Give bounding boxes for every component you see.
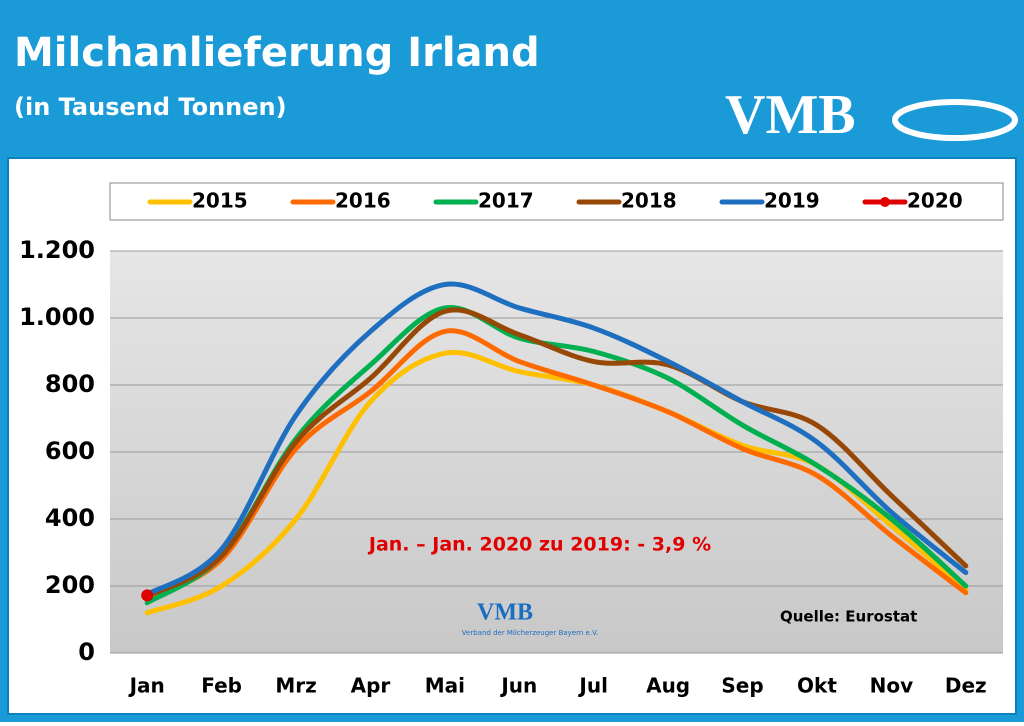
legend-label: 2017 <box>478 189 534 213</box>
watermark-logo: VMB <box>477 600 533 626</box>
legend-label: 2016 <box>335 189 391 213</box>
x-tick-label: Jan <box>128 674 165 698</box>
x-tick-label: Jul <box>577 674 608 698</box>
y-tick-label: 1.200 <box>19 236 95 264</box>
chart-title: Milchanlieferung Irland <box>14 30 540 76</box>
y-tick-label: 0 <box>78 638 95 666</box>
series-line <box>144 281 969 597</box>
x-tick-label: Mrz <box>275 674 316 698</box>
x-tick-label: Sep <box>721 674 763 698</box>
y-tick-label: 400 <box>45 504 95 532</box>
legend-label: 2020 <box>907 189 963 213</box>
series-marker <box>141 589 154 602</box>
y-tick-label: 800 <box>45 370 95 398</box>
series-line <box>144 307 969 599</box>
x-tick-label: Mai <box>425 674 465 698</box>
x-tick-label: Aug <box>646 674 690 698</box>
y-tick-label: 600 <box>45 437 95 465</box>
x-tick-label: Nov <box>870 674 914 698</box>
legend-label: 2018 <box>621 189 677 213</box>
x-tick-label: Apr <box>351 674 391 698</box>
legend-box <box>109 182 1004 221</box>
x-tick-label: Jun <box>499 674 537 698</box>
logo: VMB <box>725 84 856 146</box>
y-tick-label: 200 <box>45 571 95 599</box>
legend-dot <box>880 197 890 207</box>
annotation: Jan. – Jan. 2020 zu 2019: - 3,9 % <box>367 534 711 556</box>
chart-subtitle: (in Tausend Tonnen) <box>14 93 287 121</box>
logo-swirl <box>892 99 1018 141</box>
series-line <box>144 328 969 601</box>
y-tick-label: 1.000 <box>19 303 95 331</box>
watermark-text: Verband der Milcherzeuger Bayern e.V. <box>462 629 598 637</box>
legend-label: 2019 <box>764 189 820 213</box>
x-tick-label: Okt <box>797 674 837 698</box>
x-tick-label: Dez <box>945 674 987 698</box>
x-tick-label: Feb <box>201 674 242 698</box>
source: Quelle: Eurostat <box>780 608 917 626</box>
legend-label: 2015 <box>192 189 248 213</box>
